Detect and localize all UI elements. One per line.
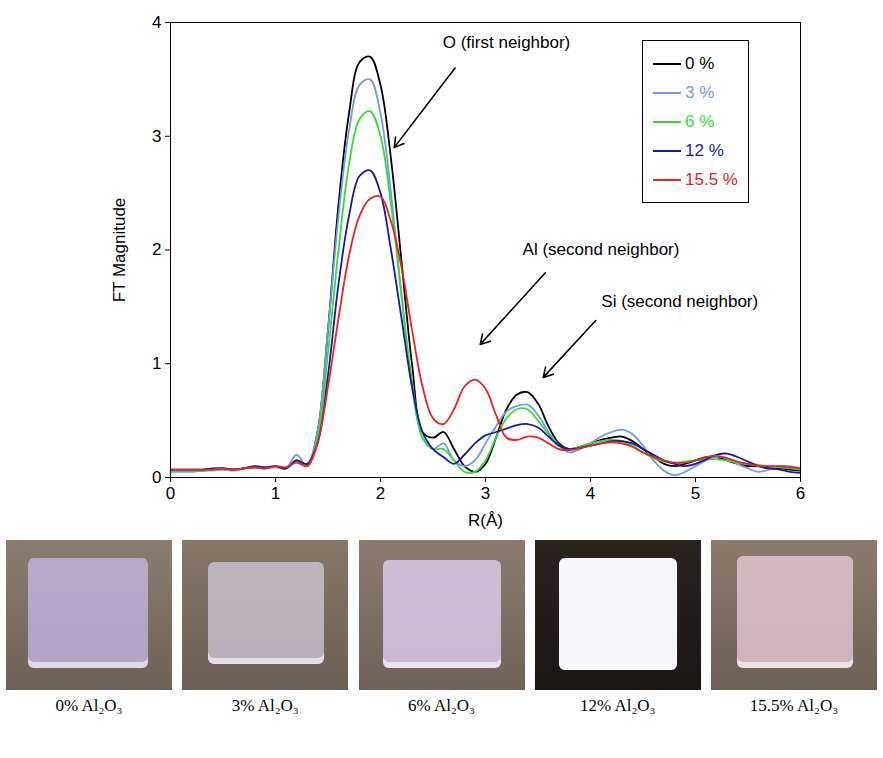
svg-text:3: 3	[481, 484, 490, 503]
html-text:6 %: 6 %	[685, 111, 715, 131]
svg-text:2: 2	[376, 484, 385, 503]
svg-text:FT Magnitude: FT Magnitude	[110, 198, 129, 303]
html-text:0 %: 0 %	[685, 53, 715, 73]
svg-text:0: 0	[166, 484, 175, 503]
svg-text:Si (second neighbor): Si (second neighbor)	[601, 292, 758, 311]
html-text:3% Al₂O₃: 3% Al₂O₃	[231, 696, 299, 715]
svg-text:R(Å): R(Å)	[468, 511, 503, 530]
svg-text:6: 6	[796, 484, 805, 503]
svg-text:4: 4	[586, 484, 595, 503]
html-text:3 %: 3 %	[685, 82, 715, 102]
svg-text:4: 4	[152, 13, 161, 32]
svg-text:2: 2	[152, 240, 161, 259]
html-text:15.5% Al₂O₃: 15.5% Al₂O₃	[749, 696, 839, 715]
html-text:12% Al₂O₃: 12% Al₂O₃	[579, 696, 656, 715]
svg-text:5: 5	[691, 484, 700, 503]
svg-text:1: 1	[271, 484, 280, 503]
html-text:6% Al₂O₃: 6% Al₂O₃	[407, 696, 475, 715]
html-text:12 %: 12 %	[685, 140, 724, 160]
svg-text:0: 0	[152, 468, 161, 487]
html-text:0% Al₂O₃: 0% Al₂O₃	[55, 696, 123, 715]
svg-text:Al (second neighbor): Al (second neighbor)	[523, 240, 680, 259]
svg-text:1: 1	[152, 354, 161, 373]
html-text:15.5 %: 15.5 %	[685, 169, 738, 189]
svg-text:O (first neighbor): O (first neighbor)	[443, 33, 571, 52]
svg-text:3: 3	[152, 127, 161, 146]
